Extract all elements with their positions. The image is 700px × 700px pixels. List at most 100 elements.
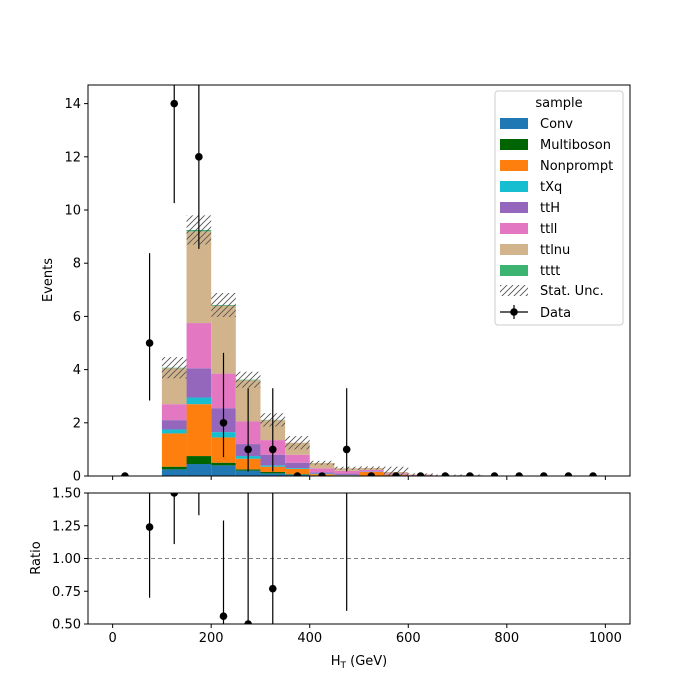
data-point-19 [589,472,597,476]
legend-swatch-ttll [500,223,528,234]
stat-unc-band-2 [161,357,187,379]
data-point-8 [318,472,326,476]
ratio-x-ticks: 0 200 400 600 800 1000 [108,624,622,646]
legend-item-data: Data [500,305,571,321]
x-axis-label-unit: (GeV) [346,654,387,669]
legend-label-stat-unc: Stat. Unc. [540,284,604,299]
bar-multiboson-2 [161,466,187,470]
legend-title: sample [535,96,582,111]
top-y-axis-label: Events [41,258,56,302]
ratio-point-3 [219,612,228,620]
data-point-14 [466,472,474,476]
bar-nonprompt-3 [186,404,212,457]
stat-unc-band-8 [309,460,335,466]
legend-swatch-tttt [500,265,528,276]
bar-tth-7 [285,462,310,469]
legend-label-nonprompt: Nonprompt [540,159,613,174]
stat-unc-band-10 [359,466,384,470]
x-axis-label-main: H [331,654,341,669]
top-ytick-label-2: 4 [73,363,81,378]
xtick-label-5: 1000 [589,631,622,646]
bar-conv-4 [211,465,236,476]
data-point-18 [564,472,573,476]
legend-label-ttll: ttll [540,222,557,237]
ratio-point-4 [244,620,252,624]
legend-item-ttll: ttll [500,222,557,237]
data-point-10 [367,472,376,476]
legend-item-stat-unc: Stat. Unc. [500,284,604,299]
legend-label-conv: Conv [540,117,573,132]
data-point-3 [195,153,203,161]
legend: sample Conv Multiboson Nonprompt tXq ttH ttll… [494,90,624,326]
legend-item-ttlnu: ttlnu [500,243,570,258]
top-ytick-label-6: 12 [64,150,81,165]
legend-data-marker [510,308,518,316]
data-point-2 [170,99,179,108]
ratio-ytick-label-1: 0.75 [52,585,81,600]
ratio-y-ticks: 0.50 0.75 1.00 1.25 1.50 [52,487,88,633]
ratio-y-axis-label: Ratio [29,541,44,574]
data-point-13 [441,472,450,476]
data-point-12 [416,472,425,476]
bar-ttll-8 [309,468,335,473]
data-point-0 [121,472,129,476]
legend-label-multiboson: Multiboson [540,138,611,153]
top-ytick-label-5: 10 [64,204,81,219]
stat-unc-band-4 [211,293,236,317]
top-y-ticks: 0 2 4 6 8 10 12 14 [64,97,88,485]
legend-label-txq: tXq [540,180,562,195]
top-ytick-label-4: 8 [73,257,81,272]
top-ytick-label-0: 0 [73,470,81,485]
legend-swatch-txq [500,181,528,192]
top-ytick-label-1: 2 [73,416,81,431]
top-x-ticks [112,476,606,480]
legend-label-tttt: tttt [540,264,560,279]
bar-ttll-7 [285,454,310,463]
x-axis-label-sub: T [340,661,347,671]
ratio-point-5 [268,584,277,593]
legend-label-ttlnu: ttlnu [540,243,570,258]
data-point-11 [392,472,400,476]
legend-label-tth: ttH [540,201,560,216]
top-panel-frame [87,84,631,477]
top-ytick-label-7: 14 [64,97,81,112]
xtick-label-3: 600 [396,631,421,646]
ratio-panel: 0.50 0.75 1.00 1.25 1.50 0 200 400 600 800 1000 R… [29,487,631,671]
bar-txq-7 [285,468,310,469]
x-axis-label: HT (GeV) [331,654,388,671]
main-histogram-panel: 0 2 4 6 8 10 12 14 Events [41,84,631,485]
data-point-17 [539,472,548,476]
bar-multiboson-6 [260,472,286,474]
legend-swatch-tth [500,202,528,213]
top-ytick-label-3: 6 [73,310,81,325]
bar-nonprompt-7 [285,468,310,475]
legend-item-conv: Conv [500,117,573,132]
bar-conv-3 [186,464,212,476]
bar-nonprompt-2 [161,433,187,467]
stat-unc-band-5 [235,371,261,388]
legend-swatch-ttlnu [500,244,528,255]
ratio-ytick-label-2: 1.00 [52,552,81,567]
legend-label-data: Data [540,306,571,321]
data-point-1 [145,339,154,347]
ratio-ytick-label-0: 0.50 [52,618,81,633]
bar-conv-6 [260,473,286,476]
legend-items: Conv Multiboson Nonprompt tXq ttH ttll ttlnu tt… [500,117,613,279]
bar-multiboson-4 [211,462,236,466]
legend-item-tth: ttH [500,201,560,216]
xtick-label-4: 800 [494,631,519,646]
ratio-points [145,493,348,624]
bar-tth-2 [161,420,187,430]
legend-item-tttt: tttt [500,264,560,279]
bar-tth-10 [359,471,384,472]
data-point-5 [244,445,252,454]
legend-item-nonprompt: Nonprompt [500,159,613,174]
bar-ttll-2 [161,404,187,421]
data-point-7 [293,472,302,476]
xtick-label-2: 400 [297,631,322,646]
legend-item-txq: tXq [500,180,562,195]
ratio-ytick-label-3: 1.25 [52,519,81,534]
xtick-label-1: 200 [199,631,224,646]
ratio-ytick-label-4: 1.50 [52,487,81,502]
legend-swatch-multiboson [500,139,528,150]
